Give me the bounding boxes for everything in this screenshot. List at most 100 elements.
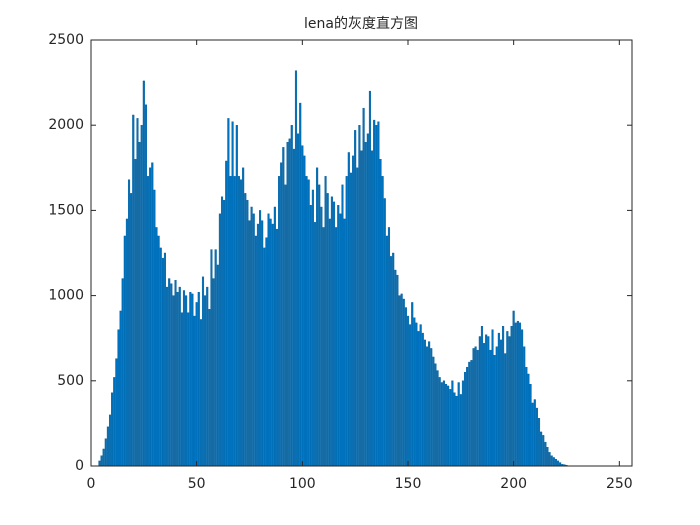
bar — [425, 346, 429, 467]
bar — [385, 235, 388, 467]
bar — [487, 336, 490, 467]
bar — [352, 155, 355, 467]
bar — [474, 346, 477, 467]
bar — [489, 349, 492, 467]
bar — [185, 295, 188, 467]
bar — [396, 274, 399, 467]
bar — [271, 223, 274, 467]
bar — [322, 227, 325, 467]
bar — [256, 223, 259, 467]
bar — [311, 189, 314, 467]
bar — [432, 356, 435, 467]
bar — [195, 302, 198, 467]
bar — [248, 220, 251, 467]
bar — [237, 176, 240, 467]
bar — [229, 176, 232, 467]
chart-title: lena的灰度直方图 — [304, 15, 418, 32]
bar — [438, 377, 441, 467]
bar — [259, 210, 262, 467]
bar — [523, 346, 526, 467]
bar — [381, 176, 384, 467]
bar — [316, 167, 319, 467]
bar — [542, 435, 545, 467]
bar — [273, 206, 276, 467]
bar — [244, 193, 247, 467]
bar — [371, 150, 374, 467]
bar — [201, 276, 205, 467]
bar — [341, 184, 344, 467]
y-tick-label: 2000 — [48, 117, 84, 133]
bar — [390, 256, 393, 467]
bar — [537, 418, 541, 467]
bar — [419, 324, 422, 467]
bar — [442, 380, 445, 467]
bar — [472, 348, 475, 467]
y-tick-label: 2500 — [48, 32, 84, 48]
axes-box — [90, 39, 633, 467]
bar — [411, 302, 414, 467]
bar — [231, 121, 234, 467]
bar — [153, 189, 156, 467]
bar — [440, 382, 443, 467]
bar — [556, 460, 560, 467]
bar — [449, 389, 452, 467]
bar — [525, 366, 528, 467]
bar — [423, 339, 426, 467]
bar — [550, 455, 553, 467]
bar — [339, 213, 342, 467]
bar — [210, 249, 213, 467]
bar — [533, 399, 536, 467]
bar — [284, 184, 287, 467]
bar — [263, 247, 266, 467]
bar — [406, 315, 410, 467]
bar — [483, 343, 486, 467]
bar — [142, 80, 145, 467]
bar — [417, 331, 420, 467]
bar — [409, 324, 412, 467]
bar — [527, 373, 530, 467]
bar — [354, 130, 357, 467]
bar — [531, 402, 534, 467]
bar — [305, 176, 308, 467]
bar — [358, 124, 361, 467]
bar — [491, 329, 494, 467]
y-tick-label: 1000 — [48, 288, 84, 304]
bar — [149, 167, 152, 467]
bar — [428, 341, 431, 467]
bar — [552, 457, 555, 467]
bar — [197, 291, 200, 467]
bar — [318, 184, 321, 467]
bar — [159, 247, 162, 467]
bar — [502, 326, 505, 467]
bar — [170, 283, 173, 467]
bar — [478, 336, 481, 467]
bar — [464, 372, 467, 467]
bar — [324, 176, 327, 467]
bar — [117, 329, 120, 467]
bar — [548, 452, 551, 467]
bar — [546, 447, 549, 467]
bar — [430, 348, 433, 467]
bar — [301, 145, 304, 467]
bar — [108, 414, 112, 467]
bar — [303, 155, 306, 467]
bar — [212, 278, 215, 467]
bar — [193, 315, 196, 467]
bar — [144, 104, 147, 467]
bar — [345, 176, 348, 467]
bar — [415, 322, 418, 467]
bar — [121, 278, 124, 467]
bar — [220, 196, 224, 467]
bar — [157, 235, 160, 467]
bar — [497, 332, 500, 467]
bar — [379, 159, 382, 467]
bar — [320, 206, 323, 467]
bar — [132, 114, 135, 467]
bar — [278, 176, 281, 467]
bar — [239, 179, 243, 467]
bar — [518, 322, 522, 467]
bar — [514, 322, 517, 467]
bar — [168, 278, 171, 467]
bar — [330, 196, 333, 467]
